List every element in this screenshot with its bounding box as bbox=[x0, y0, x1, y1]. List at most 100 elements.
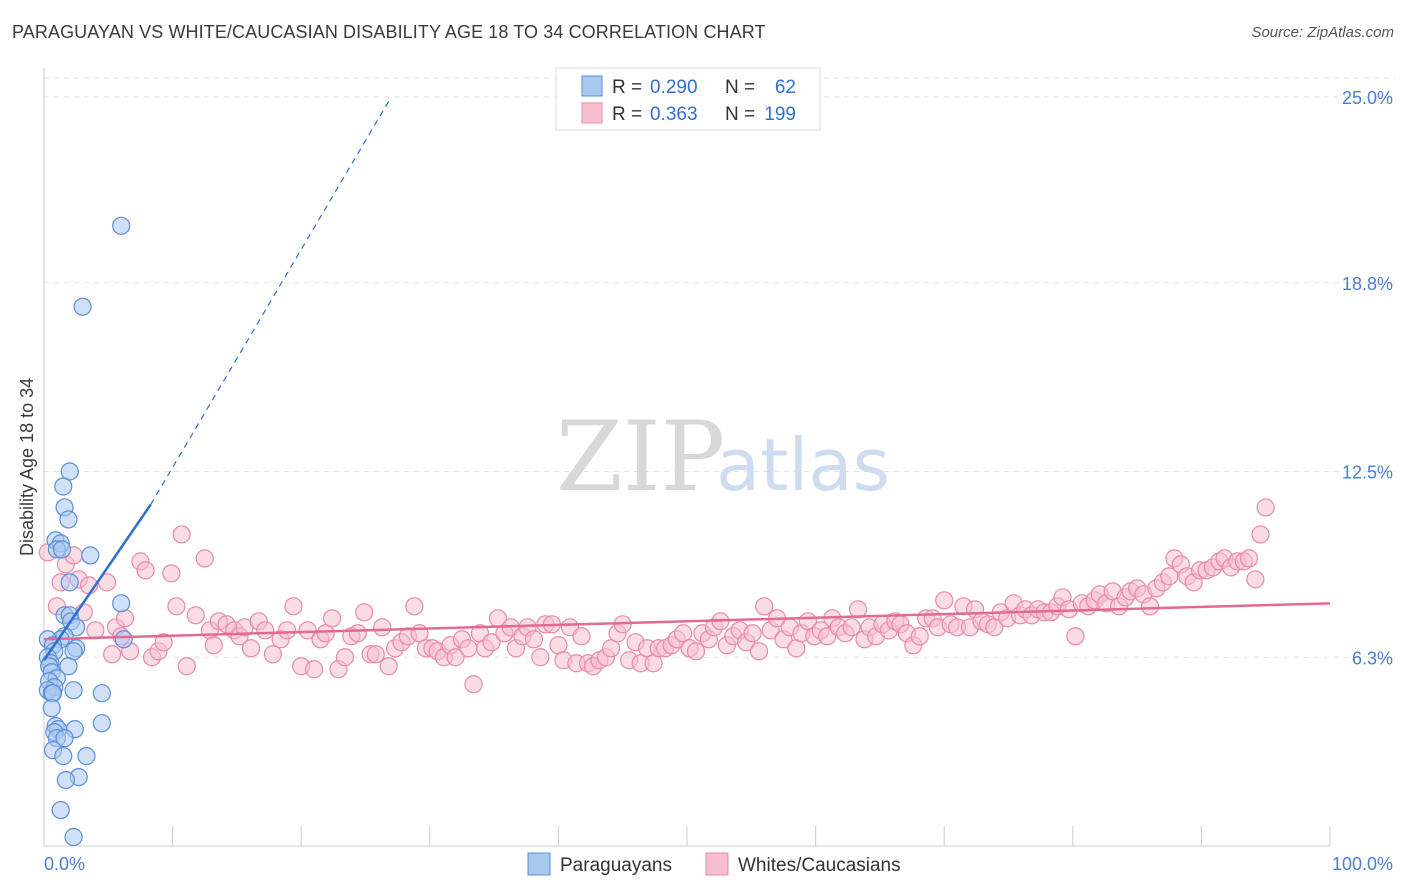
blue-point bbox=[64, 681, 83, 700]
legend-n-value-2: 199 bbox=[764, 104, 796, 125]
blue-point bbox=[42, 699, 61, 718]
pink-point bbox=[755, 597, 774, 616]
blue-point bbox=[112, 216, 131, 235]
legend-n-value-1: 62 bbox=[775, 77, 796, 98]
series-legend-swatch-whites bbox=[705, 852, 729, 876]
stats-legend: R = 0.290 N = 62 R = 0.363 N = 199 bbox=[555, 67, 821, 131]
blue-point bbox=[56, 770, 75, 790]
pink-point bbox=[256, 621, 275, 640]
blue-point bbox=[60, 573, 79, 592]
blue-point bbox=[54, 747, 73, 766]
pink-point bbox=[316, 624, 335, 643]
legend-swatch-blue bbox=[581, 75, 603, 97]
axes bbox=[43, 68, 1331, 847]
pink-point bbox=[674, 624, 693, 643]
trend-lines bbox=[42, 96, 1331, 661]
watermark-zip: ZIP bbox=[556, 401, 725, 513]
pink-point bbox=[743, 624, 762, 643]
series-legend: Paraguayans Whites/Caucasians bbox=[527, 852, 901, 876]
legend-r-value-2: 0.363 bbox=[650, 104, 698, 125]
pink-point bbox=[177, 657, 196, 676]
pink-point bbox=[115, 609, 135, 628]
trend-line-whites bbox=[43, 602, 1331, 641]
watermark-atlas: atlas bbox=[716, 423, 890, 507]
blue-point bbox=[51, 800, 70, 820]
pink-point bbox=[263, 645, 283, 664]
pink-point bbox=[446, 648, 465, 667]
pink-point bbox=[167, 597, 186, 616]
series-legend-label-paraguayans: Paraguayans bbox=[560, 855, 672, 876]
pink-point bbox=[459, 639, 478, 658]
legend-r-label-2: R = bbox=[612, 104, 642, 125]
blue-point bbox=[92, 714, 111, 733]
series-legend-label-whites: Whites/Caucasians bbox=[738, 855, 901, 876]
y-tick-labels: 6.3% 12.5% 18.8% 25.0% bbox=[1342, 88, 1393, 668]
pink-point bbox=[686, 642, 706, 661]
x-tick-labels: 0.0% 100.0% bbox=[44, 854, 1393, 874]
pink-point bbox=[1256, 498, 1275, 517]
pink-point bbox=[355, 603, 374, 622]
pink-point bbox=[366, 645, 385, 664]
pink-point bbox=[322, 609, 342, 628]
pink-point bbox=[1140, 597, 1160, 616]
pink-point bbox=[524, 630, 544, 649]
pink-point bbox=[298, 621, 317, 640]
trend-extension-paraguayans bbox=[150, 96, 392, 505]
pink-point bbox=[379, 657, 398, 676]
blue-point bbox=[59, 657, 78, 676]
pink-point bbox=[482, 633, 501, 652]
pink-point bbox=[531, 648, 550, 667]
pink-point bbox=[277, 621, 297, 640]
pink-point bbox=[749, 642, 769, 661]
blue-point bbox=[54, 477, 73, 496]
pink-point bbox=[348, 624, 367, 643]
pink-point bbox=[373, 618, 392, 637]
pink-point bbox=[1246, 570, 1265, 589]
pink-point bbox=[172, 525, 191, 544]
pink-point bbox=[162, 564, 181, 583]
chart-title: PARAGUAYAN VS WHITE/CAUCASIAN DISABILITY… bbox=[12, 22, 766, 42]
legend-n-label-1: N = bbox=[725, 77, 755, 98]
pink-point bbox=[602, 639, 621, 658]
blue-point bbox=[92, 684, 111, 703]
pink-point bbox=[1239, 549, 1259, 568]
x-tick-label: 100.0% bbox=[1332, 854, 1393, 874]
pink-point bbox=[335, 648, 355, 667]
pink-point bbox=[464, 675, 483, 694]
pink-point bbox=[204, 636, 223, 655]
blue-point bbox=[59, 510, 78, 529]
pink-point bbox=[241, 639, 261, 658]
pink-point bbox=[136, 561, 155, 580]
blue-point bbox=[112, 594, 131, 613]
pink-point bbox=[985, 618, 1004, 637]
pink-point bbox=[842, 618, 861, 637]
watermark: ZIP atlas bbox=[556, 401, 890, 513]
legend-swatch-pink bbox=[581, 102, 603, 124]
pink-point bbox=[284, 597, 303, 616]
legend-r-value-1: 0.290 bbox=[650, 77, 698, 98]
blue-point bbox=[73, 297, 92, 316]
pink-point bbox=[103, 645, 122, 664]
pink-point bbox=[154, 633, 173, 652]
blue-point bbox=[43, 684, 63, 703]
blue-point bbox=[55, 729, 74, 748]
y-tick-label: 25.0% bbox=[1342, 88, 1393, 108]
pink-point bbox=[304, 660, 324, 679]
trend-line-paraguayans bbox=[42, 503, 152, 661]
pink-point bbox=[1066, 627, 1085, 646]
pink-point bbox=[405, 597, 424, 616]
pink-point bbox=[848, 600, 868, 619]
pink-point bbox=[1160, 567, 1179, 586]
chart-source: Source: ZipAtlas.com bbox=[1251, 24, 1394, 41]
pink-point bbox=[572, 627, 591, 646]
series-legend-swatch-paraguayans bbox=[527, 852, 551, 876]
x-tick-label: 0.0% bbox=[44, 854, 85, 874]
legend-n-label-2: N = bbox=[725, 104, 755, 125]
pink-point bbox=[910, 627, 929, 646]
pink-point bbox=[186, 606, 205, 625]
blue-point bbox=[77, 747, 96, 766]
y-tick-label: 18.8% bbox=[1342, 274, 1393, 294]
legend-r-label-1: R = bbox=[612, 77, 642, 98]
paraguayans-points bbox=[38, 216, 133, 847]
